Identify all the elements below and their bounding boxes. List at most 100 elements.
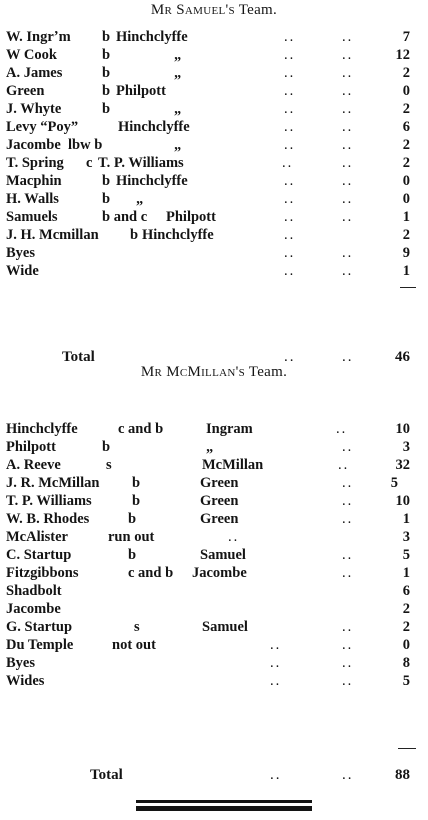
runs: 12	[395, 47, 411, 63]
score-row: H. Walls b „ .. .. 0	[6, 190, 410, 208]
leader-dots: ..	[342, 155, 354, 171]
leader-dots: ..	[342, 65, 354, 81]
leader-dots: ..	[342, 119, 354, 135]
leader-dots: ..	[284, 101, 296, 117]
dismissal: b	[102, 173, 111, 189]
team-a-heading-name: Samuel's	[176, 2, 235, 18]
runs: 7	[402, 29, 410, 45]
leader-dots: ..	[284, 137, 296, 153]
leader-dots: ..	[342, 475, 354, 491]
runs: 2	[402, 619, 410, 635]
runs: 5	[402, 673, 410, 689]
leader-dots: ..	[284, 173, 296, 189]
runs: 1	[402, 263, 410, 279]
dismissal: c and b	[118, 421, 164, 437]
bowler-name: „	[174, 65, 182, 81]
leader-dots: ..	[342, 673, 354, 689]
leader-dots: ..	[284, 227, 296, 243]
leader-dots: ..	[228, 529, 240, 545]
leader-dots: ..	[284, 263, 296, 279]
runs: 9	[402, 245, 410, 261]
bowler-name: Jacombe	[192, 565, 247, 581]
team-b-heading-suffix: Team.	[248, 364, 288, 380]
leader-dots: ..	[342, 191, 354, 207]
leader-dots: ..	[342, 83, 354, 99]
batsman-name: Du Temple	[6, 637, 74, 653]
batsman-name: Jacombe	[6, 137, 61, 153]
batsman-name: T. P. Williams	[6, 493, 92, 509]
score-row: Fitzgibbons c and b Jacombe .. 1	[6, 564, 410, 582]
score-row: Du Temple not out .. .. 0	[6, 636, 410, 654]
batsman-name: Wide	[6, 263, 39, 279]
bowler-name: Samuel	[202, 619, 248, 635]
dismissal: b	[132, 493, 141, 509]
dismissal: not out	[112, 637, 156, 653]
bowler-name: „	[174, 47, 182, 63]
bowler-name: Philpott	[116, 83, 166, 99]
leader-dots: ..	[342, 511, 354, 527]
batsman-name: Philpott	[6, 439, 56, 455]
dismissal: b	[102, 47, 111, 63]
total-label: Total	[62, 349, 95, 365]
score-row: Wides .. .. 5	[6, 672, 410, 690]
score-row: Macphin b Hinchclyffe .. .. 0	[6, 172, 410, 190]
score-row: T. P. Williams b Green .. 10	[6, 492, 410, 510]
score-row: McAlister run out .. 3	[6, 528, 410, 546]
dismissal: b	[130, 227, 139, 243]
bowler-name: Philpott	[166, 209, 216, 225]
runs: 2	[402, 101, 410, 117]
score-row: Green b Philpott .. .. 0	[6, 82, 410, 100]
runs: 32	[395, 457, 411, 473]
runs: 2	[402, 137, 410, 153]
score-row: G. Startup s Samuel .. 2	[6, 618, 410, 636]
batsman-name: W Cook	[6, 47, 57, 63]
leader-dots: ..	[342, 767, 354, 783]
bowler-name: „	[174, 101, 182, 117]
leader-dots: ..	[284, 245, 296, 261]
dismissal: b	[128, 547, 137, 563]
runs: 2	[402, 601, 410, 617]
bowler-name: „	[136, 191, 144, 207]
score-row: Byes .. .. 8	[6, 654, 410, 672]
bowler-name: Ingram	[206, 421, 253, 437]
leader-dots: ..	[284, 83, 296, 99]
runs: 0	[402, 191, 410, 207]
bowler-name: T. P. Williams	[98, 155, 184, 171]
sum-rule	[400, 287, 416, 288]
score-row: C. Startup b Samuel .. 5	[6, 546, 410, 564]
leader-dots: ..	[284, 47, 296, 63]
batsman-name: J. H. Mcmillan	[6, 227, 99, 243]
score-row: Wide .. .. 1	[6, 262, 410, 280]
batsman-name: Shadbolt	[6, 583, 62, 599]
dismissal: b	[102, 83, 111, 99]
runs: 1	[402, 511, 410, 527]
leader-dots: ..	[284, 29, 296, 45]
batsman-name: W. Ingrʼm	[6, 29, 71, 45]
leader-dots: ..	[342, 493, 354, 509]
closing-rule	[136, 800, 312, 814]
team-a-heading-prefix: Mr	[150, 2, 173, 18]
batsman-name: Levy “Poy”	[6, 119, 79, 135]
leader-dots: ..	[284, 349, 296, 365]
score-row: W. B. Rhodes b Green .. 1	[6, 510, 410, 528]
runs: 0	[402, 83, 410, 99]
team-a-heading-suffix: Team.	[238, 2, 278, 18]
batsman-name: McAlister	[6, 529, 68, 545]
leader-dots: ..	[342, 565, 354, 581]
leader-dots: ..	[270, 767, 282, 783]
score-row: J. R. McMillan b Green .. 5	[6, 474, 410, 492]
score-row: Jacombe lbw b „ .. .. 2	[6, 136, 410, 154]
dismissal: run out	[108, 529, 155, 545]
leader-dots: ..	[342, 655, 354, 671]
sum-rule	[398, 748, 416, 749]
leader-dots: ..	[342, 619, 354, 635]
leader-dots: ..	[342, 29, 354, 45]
runs: 0	[402, 637, 410, 653]
dismissal: b	[102, 439, 111, 455]
leader-dots: ..	[342, 47, 354, 63]
runs: 1	[402, 565, 410, 581]
runs: 3	[402, 529, 410, 545]
score-row: Philpott b „ .. 3	[6, 438, 410, 456]
bowler-name: Hinchclyffe	[142, 227, 214, 243]
bowler-name: Hinchclyffe	[116, 29, 188, 45]
